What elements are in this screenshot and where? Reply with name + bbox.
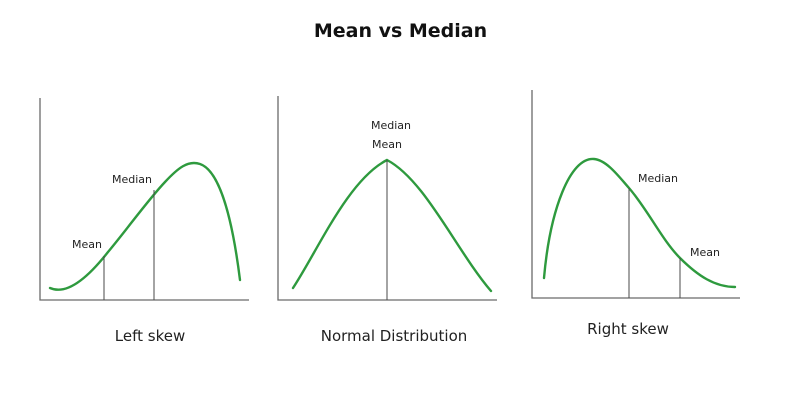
right-skew-median-label: Median [638, 172, 678, 185]
panel-normal: Median Mean Normal Distribution [277, 96, 497, 345]
diagram-title: Mean vs Median [313, 20, 488, 42]
panel-left-skew: Median Mean Left skew [39, 98, 249, 345]
left-skew-curve [48, 161, 242, 291]
right-skew-axes [531, 90, 740, 299]
right-skew-mean-label: Mean [690, 246, 720, 259]
normal-mean-label: Mean [372, 138, 402, 151]
left-skew-axes [39, 98, 249, 301]
left-skew-mean-label: Mean [72, 238, 102, 251]
left-skew-caption: Left skew [115, 327, 185, 345]
right-skew-curve [542, 157, 737, 289]
left-skew-median-label: Median [112, 173, 152, 186]
panel-right-skew: Median Mean Right skew [531, 90, 740, 338]
normal-caption: Normal Distribution [321, 327, 468, 345]
normal-axes [277, 96, 497, 301]
right-skew-caption: Right skew [587, 320, 669, 338]
normal-median-label: Median [371, 119, 411, 132]
normal-curve [291, 158, 493, 293]
